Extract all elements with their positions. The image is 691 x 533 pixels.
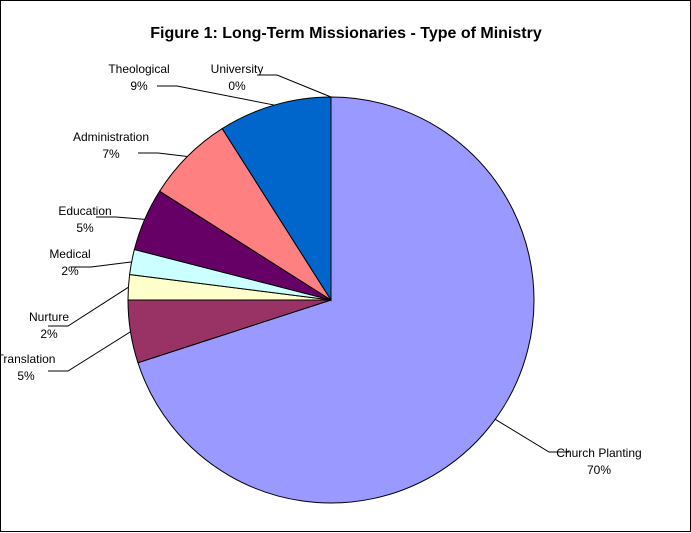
- slice-percent-medical: 2%: [61, 264, 79, 278]
- leader-line-administration: [138, 152, 188, 157]
- chart-title: Figure 1: Long-Term Missionaries - Type …: [150, 25, 542, 42]
- leader-line-education: [96, 216, 145, 220]
- leader-line-medical: [71, 261, 132, 268]
- slice-label-translation: Translation: [1, 352, 55, 366]
- pie-slices: [127, 96, 535, 504]
- leader-line-church-planting: [494, 418, 569, 453]
- slice-label-nurture: Nurture: [29, 310, 69, 324]
- slice-percent-university: 0%: [228, 79, 246, 93]
- slice-percent-theological: 9%: [130, 79, 148, 93]
- slice-label-medical: Medical: [49, 247, 90, 261]
- leader-line-theological: [157, 85, 275, 106]
- leader-line-university: [257, 74, 332, 98]
- slice-percent-church-planting: 70%: [587, 463, 611, 477]
- slice-percent-nurture: 2%: [40, 327, 58, 341]
- slice-label-church-planting: Church Planting: [556, 446, 641, 460]
- slice-percent-education: 5%: [76, 221, 94, 235]
- leader-lines: [48, 74, 569, 453]
- slice-percent-administration: 7%: [102, 147, 120, 161]
- leader-line-translation: [48, 331, 131, 372]
- slice-label-education: Education: [58, 204, 111, 218]
- leader-line-nurture: [48, 286, 129, 327]
- slice-labels: Church Planting 70% Translation 5% Nurture 2%…: [1, 62, 642, 477]
- slice-label-administration: Administration: [73, 130, 149, 144]
- slice-label-university: University: [211, 62, 264, 76]
- slice-label-theological: Theological: [108, 62, 169, 76]
- slice-percent-translation: 5%: [17, 369, 35, 383]
